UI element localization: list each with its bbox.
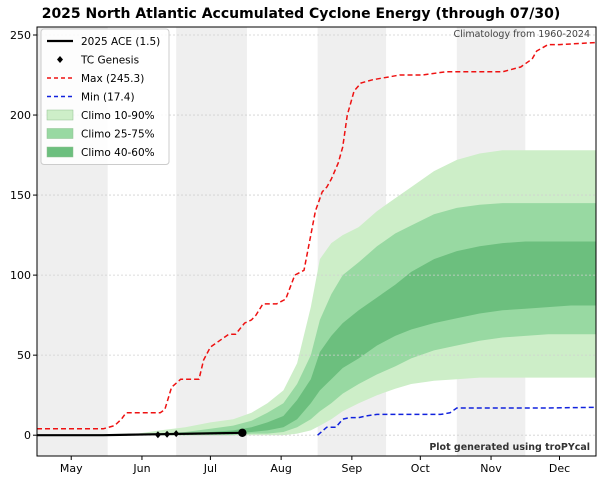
x-axis-ticks: May Jun Jul Aug Sep Oct Nov Dec xyxy=(60,456,570,475)
legend-entry-4-label: Climo 10-90% xyxy=(81,110,155,122)
chart-title: 2025 North Atlantic Accumulated Cyclone … xyxy=(42,6,561,22)
x-tick-label-may: May xyxy=(60,462,83,475)
x-tick-label-jun: Jun xyxy=(132,462,150,475)
y-tick-label-0: 0 xyxy=(24,429,31,442)
current-ace-point xyxy=(238,428,247,437)
climatology-bands xyxy=(37,150,596,436)
legend-entry-2-label: Max (245.3) xyxy=(81,73,144,85)
legend-entry-6-label: Climo 40-60% xyxy=(81,147,155,159)
y-tick-label-50: 50 xyxy=(17,349,31,362)
genesis-point-0 xyxy=(154,431,161,439)
y-axis-ticks: 0 50 100 150 200 250 xyxy=(10,29,37,442)
legend-entry-5-swatch xyxy=(46,128,74,139)
credit-text: Plot generated using troPYcal xyxy=(429,442,590,453)
x-tick-label-jul: Jul xyxy=(203,462,217,475)
legend-entry-5-label: Climo 25-75% xyxy=(81,129,155,141)
band-climo-40-60- xyxy=(37,241,596,436)
legend-entry-4-swatch xyxy=(46,109,74,121)
x-tick-label-oct: Oct xyxy=(411,462,431,475)
genesis-point-1 xyxy=(164,430,171,438)
climatology-note: Climatology from 1960-2024 xyxy=(453,29,590,40)
genesis-point-2 xyxy=(173,430,180,438)
legend: 2025 ACE (1.5) TC Genesis Max (245.3) Min (… xyxy=(40,28,170,165)
x-tick-label-sep: Sep xyxy=(341,462,362,475)
legend-entry-1-label: TC Genesis xyxy=(80,55,139,67)
x-tick-label-dec: Dec xyxy=(549,462,570,475)
series-max xyxy=(37,41,597,430)
y-tick-label-200: 200 xyxy=(10,109,31,122)
y-tick-label-250: 250 xyxy=(10,29,31,42)
month-shade-1 xyxy=(176,27,247,456)
legend-entry-6-swatch xyxy=(46,146,74,158)
y-tick-label-150: 150 xyxy=(10,189,31,202)
x-tick-label-aug: Aug xyxy=(270,462,291,475)
plot-frame xyxy=(36,26,597,457)
y-tick-label-100: 100 xyxy=(10,269,31,282)
series-min xyxy=(317,406,597,436)
data-markers xyxy=(154,428,247,439)
legend-entry-0-label: 2025 ACE (1.5) xyxy=(81,36,160,48)
legend-entry-3-label: Min (17.4) xyxy=(81,92,135,104)
x-tick-label-nov: Nov xyxy=(480,462,502,475)
legend-entry-1-swatch xyxy=(57,56,63,63)
